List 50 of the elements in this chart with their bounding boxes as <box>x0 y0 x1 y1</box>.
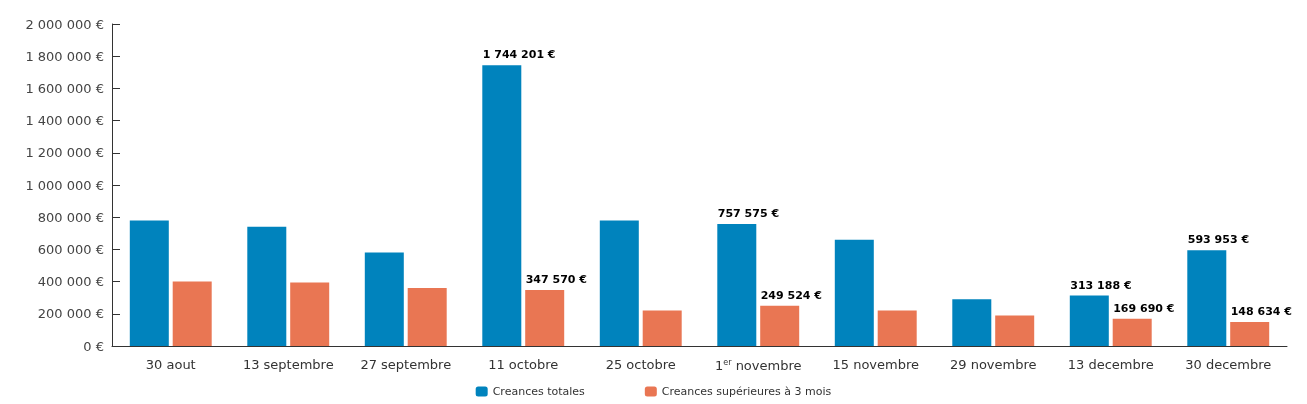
x-tick-label: 29 novembre <box>949 357 1037 372</box>
bar <box>525 290 565 346</box>
bar <box>995 315 1035 346</box>
y-tick-label: 200 000 € <box>37 306 104 322</box>
data-label: 313 188 € <box>1070 278 1132 292</box>
bar <box>482 65 522 346</box>
bar <box>290 282 330 346</box>
legend-label: Creances supérieures à 3 mois <box>661 385 832 398</box>
bar <box>172 281 212 346</box>
x-tick-label: 27 septembre <box>360 357 452 372</box>
x-tick-label: 30 aout <box>145 357 196 372</box>
data-label: 169 690 € <box>1113 301 1175 315</box>
bar <box>364 252 404 346</box>
bar <box>599 220 639 346</box>
bar <box>1230 322 1270 346</box>
legend-label: Creances totales <box>492 385 586 398</box>
data-label: 593 953 € <box>1187 233 1250 247</box>
y-tick-label: 0 € <box>83 338 104 354</box>
y-tick-label: 1 400 000 € <box>25 113 104 129</box>
y-tick-label: 2 000 000 € <box>25 16 104 32</box>
x-tick-label: 30 decembre <box>1185 357 1272 372</box>
x-tick-label: 13 decembre <box>1067 357 1154 372</box>
data-label: 148 634 € <box>1230 305 1292 319</box>
data-label: 347 570 € <box>525 273 587 287</box>
y-tick-label: 400 000 € <box>37 274 104 290</box>
y-tick-label: 1 600 000 € <box>25 80 104 96</box>
x-tick-label: 13 septembre <box>242 357 334 372</box>
x-tick-label: 15 novembre <box>832 357 920 372</box>
data-label: 757 575 € <box>717 207 780 221</box>
data-label: 1 744 201 € <box>482 48 556 62</box>
x-tick-label: 11 octobre <box>488 357 559 372</box>
bar <box>1069 295 1109 346</box>
bar <box>247 226 287 346</box>
bar <box>642 310 682 346</box>
bar <box>877 310 917 346</box>
bar <box>717 224 757 346</box>
y-tick-label: 1 200 000 € <box>25 145 104 161</box>
y-tick-label: 600 000 € <box>37 241 104 257</box>
y-tick-label: 800 000 € <box>37 209 104 225</box>
bar <box>407 288 447 346</box>
x-tick-label: 25 octobre <box>605 357 676 372</box>
bar <box>834 239 874 346</box>
bar <box>1112 318 1152 346</box>
data-label: 249 524 € <box>760 288 822 302</box>
bar <box>952 299 992 346</box>
y-tick-label: 1 800 000 € <box>25 48 104 64</box>
bar <box>1187 250 1227 346</box>
bar <box>129 220 169 346</box>
y-tick-label: 1 000 000 € <box>25 177 104 193</box>
bar <box>760 305 800 346</box>
